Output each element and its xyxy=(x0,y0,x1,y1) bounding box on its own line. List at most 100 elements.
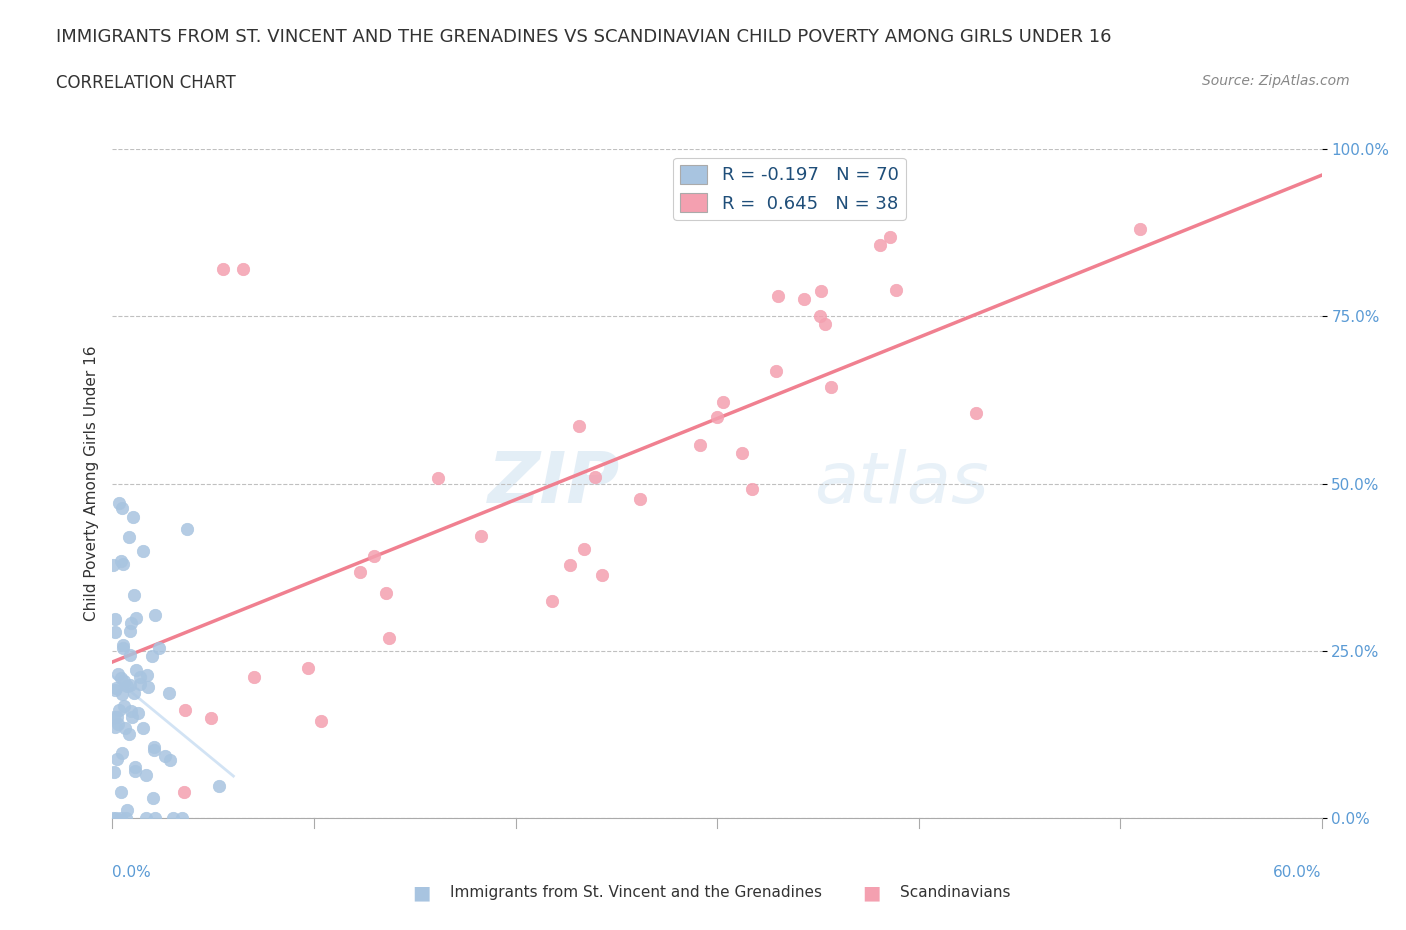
Point xyxy=(105,710,128,724)
Point xyxy=(114,721,136,736)
Point xyxy=(558,557,581,572)
Point xyxy=(869,238,891,253)
Point xyxy=(120,624,142,639)
Point xyxy=(810,284,832,299)
Point xyxy=(135,811,157,826)
Point xyxy=(104,625,127,640)
Point xyxy=(297,660,319,675)
Point xyxy=(208,778,231,793)
Text: 0.0%: 0.0% xyxy=(112,865,152,881)
Point xyxy=(103,558,125,573)
Text: ■: ■ xyxy=(862,884,882,902)
Point xyxy=(129,676,152,691)
Point xyxy=(541,594,564,609)
Text: CORRELATION CHART: CORRELATION CHART xyxy=(56,74,236,92)
Point xyxy=(105,681,128,696)
Point xyxy=(378,631,401,645)
Point xyxy=(711,394,734,409)
Point xyxy=(112,641,135,656)
Point xyxy=(349,565,371,579)
Point xyxy=(115,803,138,817)
Point xyxy=(111,556,134,571)
Text: ■: ■ xyxy=(412,884,432,902)
Point xyxy=(159,752,181,767)
Point xyxy=(111,501,134,516)
Point xyxy=(104,612,127,627)
Point xyxy=(110,553,132,568)
Point xyxy=(125,611,148,626)
Point xyxy=(1129,221,1152,236)
Point xyxy=(741,481,763,496)
Point xyxy=(793,291,815,306)
Point xyxy=(132,721,155,736)
Point xyxy=(111,638,134,653)
Point xyxy=(212,262,235,277)
Point xyxy=(243,670,266,684)
Point xyxy=(162,811,184,826)
Point xyxy=(121,510,143,525)
Point xyxy=(112,673,135,688)
Point xyxy=(118,726,141,741)
Point xyxy=(884,283,907,298)
Point xyxy=(103,710,125,724)
Point xyxy=(111,746,134,761)
Point xyxy=(173,702,195,717)
Point xyxy=(107,703,129,718)
Point xyxy=(470,529,492,544)
Point xyxy=(427,471,450,485)
Point xyxy=(124,588,146,603)
Point xyxy=(591,567,613,582)
Point xyxy=(808,308,831,323)
Point xyxy=(120,703,142,718)
Point xyxy=(122,685,145,700)
Point xyxy=(143,608,166,623)
Point xyxy=(115,811,138,826)
Point xyxy=(820,379,842,394)
Point xyxy=(142,739,165,754)
Point xyxy=(124,764,146,778)
Text: atlas: atlas xyxy=(814,449,988,518)
Point xyxy=(104,683,127,698)
Text: 60.0%: 60.0% xyxy=(1274,865,1322,881)
Point xyxy=(568,418,591,433)
Point xyxy=(143,811,166,826)
Point xyxy=(107,667,129,682)
Point xyxy=(117,530,139,545)
Point xyxy=(965,406,987,421)
Point xyxy=(104,720,127,735)
Point xyxy=(118,678,141,693)
Point xyxy=(120,616,142,631)
Point xyxy=(121,710,143,724)
Point xyxy=(141,649,163,664)
Point xyxy=(110,785,132,800)
Text: ZIP: ZIP xyxy=(488,449,620,518)
Text: Immigrants from St. Vincent and the Grenadines: Immigrants from St. Vincent and the Gren… xyxy=(450,885,823,900)
Point xyxy=(138,680,160,695)
Point xyxy=(309,714,332,729)
Point xyxy=(110,811,132,826)
Point xyxy=(132,543,155,558)
Point xyxy=(107,716,129,731)
Point xyxy=(363,549,385,564)
Point xyxy=(105,751,128,766)
Point xyxy=(813,317,835,332)
Point xyxy=(127,706,149,721)
Point xyxy=(157,685,180,700)
Point xyxy=(176,522,198,537)
Point xyxy=(766,288,789,303)
Point xyxy=(232,262,254,277)
Legend: R = -0.197   N = 70, R =  0.645   N = 38: R = -0.197 N = 70, R = 0.645 N = 38 xyxy=(673,158,905,220)
Point xyxy=(136,667,159,682)
Point xyxy=(583,470,606,485)
Point xyxy=(105,811,128,826)
Point xyxy=(111,687,134,702)
Point xyxy=(153,749,176,764)
Point xyxy=(142,790,165,805)
Text: Source: ZipAtlas.com: Source: ZipAtlas.com xyxy=(1202,74,1350,88)
Point xyxy=(124,760,146,775)
Point xyxy=(112,698,135,713)
Point xyxy=(172,811,194,826)
Point xyxy=(574,541,596,556)
Point xyxy=(108,495,131,510)
Point xyxy=(200,711,222,725)
